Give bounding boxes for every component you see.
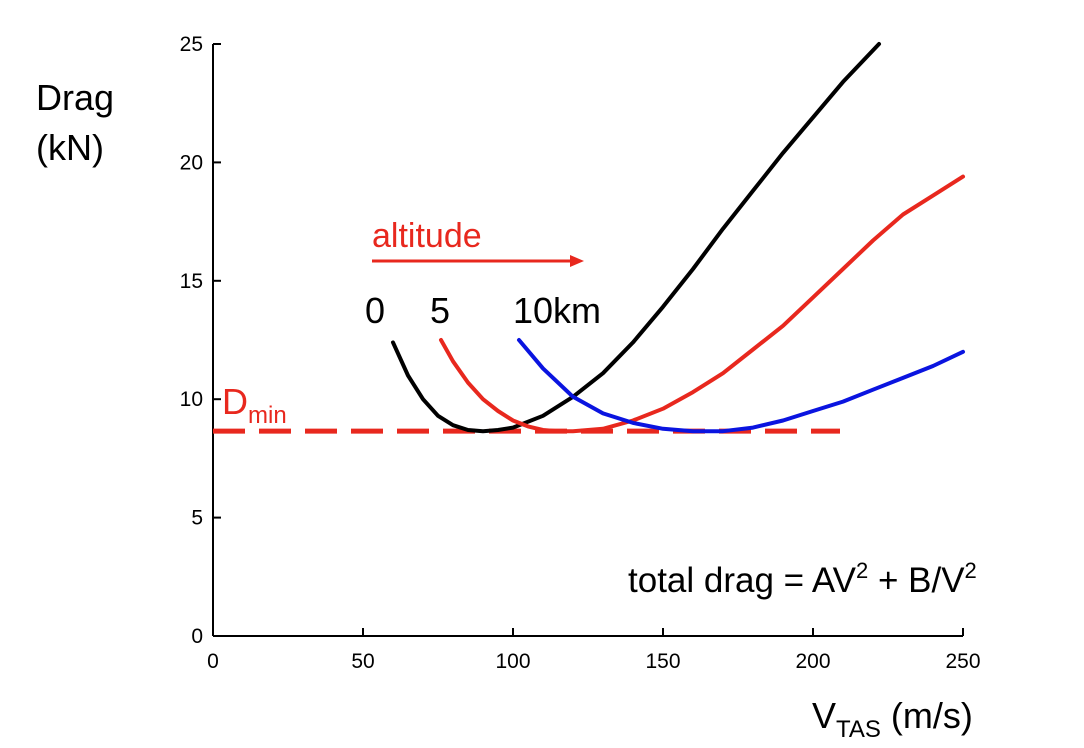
x-tick-label: 50 <box>351 650 374 673</box>
x-tick-label: 0 <box>207 650 219 673</box>
formula: total drag = AV2 + B/V2 <box>628 558 977 600</box>
formula-sup-2: 2 <box>965 558 977 583</box>
curve-label-5: 5 <box>430 290 450 331</box>
y-tick-label: 25 <box>180 33 203 56</box>
x-tick-label: 250 <box>945 650 980 673</box>
curve-label-0: 0 <box>365 290 385 331</box>
x-axis-title-main: V <box>812 695 836 736</box>
series-group <box>391 42 965 434</box>
formula-part-1: total drag = AV <box>628 561 857 600</box>
y-tick-label: 15 <box>180 270 203 293</box>
x-axis-title-unit: (m/s) <box>881 695 973 736</box>
x-tick-label: 150 <box>645 650 680 673</box>
y-axis-title-line1: Drag <box>36 77 114 118</box>
altitude-arrow-head <box>570 255 584 267</box>
formula-part-2: + B/V <box>868 561 965 600</box>
y-axis-title-line2: (kN) <box>36 127 104 168</box>
altitude-label: altitude <box>372 217 482 255</box>
dmin-label: Dmin <box>222 381 287 429</box>
y-tick-label: 10 <box>180 388 203 411</box>
x-axis-title: VTAS (m/s) <box>812 695 973 743</box>
y-tick-label: 5 <box>191 507 203 530</box>
x-axis-title-sub: TAS <box>836 716 881 743</box>
dmin-label-main: D <box>222 381 248 422</box>
x-tick-label: 100 <box>495 650 530 673</box>
x-tick-label: 200 <box>795 650 830 673</box>
formula-sup-1: 2 <box>856 558 868 583</box>
dmin-label-sub: min <box>248 402 287 429</box>
curve-label-10km: 10km <box>513 290 601 331</box>
y-tick-label: 0 <box>191 625 203 648</box>
series-line-10km <box>517 338 965 434</box>
y-tick-label: 20 <box>180 151 203 174</box>
series-line-5 <box>439 174 965 434</box>
